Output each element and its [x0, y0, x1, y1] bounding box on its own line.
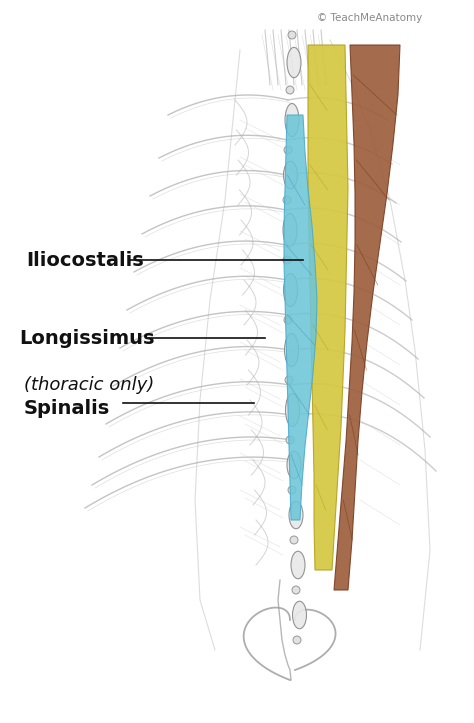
Circle shape: [283, 256, 291, 264]
Circle shape: [284, 146, 292, 154]
Polygon shape: [334, 45, 400, 590]
Ellipse shape: [292, 602, 307, 629]
Circle shape: [292, 586, 300, 594]
Circle shape: [284, 316, 292, 324]
Ellipse shape: [289, 501, 303, 529]
Ellipse shape: [284, 333, 299, 367]
Text: © TeachMeAnatomy: © TeachMeAnatomy: [317, 13, 422, 23]
Circle shape: [286, 86, 294, 94]
Text: Iliocostalis: Iliocostalis: [26, 251, 144, 270]
Circle shape: [286, 436, 294, 444]
Circle shape: [288, 486, 296, 494]
Polygon shape: [284, 115, 317, 520]
Text: (thoracic only): (thoracic only): [24, 376, 154, 393]
Ellipse shape: [283, 273, 298, 307]
Ellipse shape: [285, 103, 299, 137]
Circle shape: [288, 31, 296, 39]
Ellipse shape: [283, 213, 297, 247]
Ellipse shape: [287, 48, 301, 77]
Circle shape: [293, 636, 301, 644]
Text: Longissimus: Longissimus: [19, 329, 155, 348]
Circle shape: [283, 196, 291, 204]
Text: Spinalis: Spinalis: [24, 399, 110, 418]
Ellipse shape: [291, 551, 305, 578]
Ellipse shape: [287, 451, 301, 479]
Polygon shape: [308, 45, 348, 570]
Ellipse shape: [285, 393, 300, 427]
Circle shape: [285, 376, 293, 384]
Circle shape: [290, 536, 298, 544]
Ellipse shape: [283, 161, 298, 189]
